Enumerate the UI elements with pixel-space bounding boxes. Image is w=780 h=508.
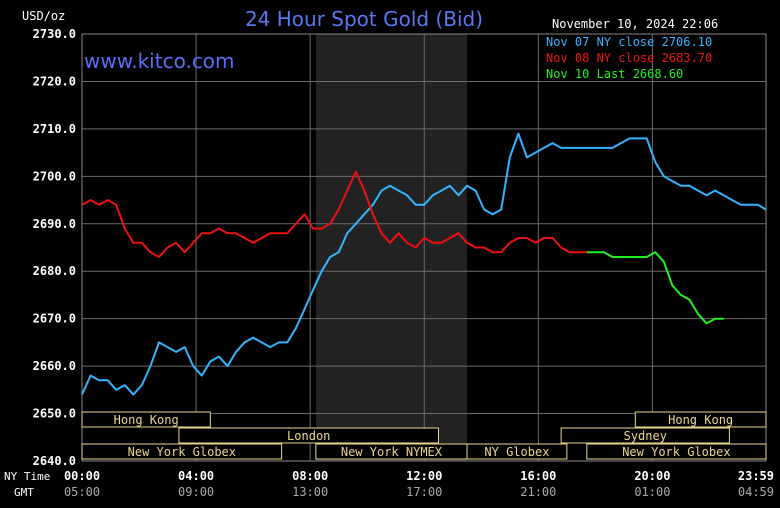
row-label-gmt: GMT (14, 486, 34, 499)
y-tick-label: 2670.0 (33, 312, 76, 326)
series-lines (81, 132, 767, 396)
x-tick-label-ny: 23:59 (738, 469, 774, 483)
session-box (178, 427, 440, 444)
plot-frame (81, 33, 767, 462)
axes: 2730.0 2720.0 2710.0 2700.0 2690.0 2680.0 2670… (33, 27, 774, 499)
session-box (560, 427, 730, 444)
legend-item-nov07: Nov 07 NY close 2706.10 (546, 35, 712, 49)
chart-title: 24 Hour Spot Gold (Bid) (245, 7, 483, 31)
x-tick-label-gmt: 05:00 (64, 485, 100, 499)
legend: Nov 07 NY close 2706.10 Nov 08 NY close … (546, 35, 712, 81)
y-tick-label: 2720.0 (33, 74, 76, 88)
session-label: Sydney (624, 429, 667, 443)
x-tick-label-ny: 04:00 (178, 469, 214, 483)
y-tick-label: 2680.0 (33, 264, 76, 278)
series-line-nov08 (81, 170, 587, 258)
x-tick-label-ny: 08:00 (292, 469, 328, 483)
y-tick-label: 2640.0 (33, 454, 76, 468)
x-tick-label-gmt: 04:59 (738, 485, 774, 499)
session-box (466, 443, 568, 460)
watermark: www.kitco.com (84, 49, 235, 73)
x-tick-label-ny: 16:00 (520, 469, 556, 483)
y-tick-label: 2710.0 (33, 122, 76, 136)
session-label: London (287, 429, 330, 443)
session-box (586, 443, 767, 460)
session-box (81, 411, 211, 428)
y-tick-label: 2650.0 (33, 407, 76, 421)
x-tick-label-gmt: 01:00 (634, 485, 670, 499)
session-label: Hong Kong (668, 413, 733, 427)
session-box (81, 443, 283, 460)
x-tick-label-ny: 20:00 (634, 469, 670, 483)
session-label: Hong Kong (114, 413, 179, 427)
x-tick-label-ny: 12:00 (406, 469, 442, 483)
row-label-ny-time: NY Time (4, 470, 50, 483)
y-tick-label: 2700.0 (33, 169, 76, 183)
series-line-nov10 (586, 251, 724, 325)
session-label: New York NYMEX (341, 445, 443, 459)
timestamp: November 10, 2024 22:06 (552, 17, 718, 31)
session-box (634, 411, 767, 428)
x-tick-label-gmt: 13:00 (292, 485, 328, 499)
y-tick-label: 2690.0 (33, 217, 76, 231)
nymex-shade (315, 34, 468, 461)
series-line-nov07 (81, 132, 767, 396)
unit-label: USD/oz (22, 9, 65, 23)
y-tick-label: 2730.0 (33, 27, 76, 41)
session-label: NY Globex (484, 445, 549, 459)
x-tick-label-gmt: 21:00 (520, 485, 556, 499)
legend-item-nov08: Nov 08 NY close 2683.70 (546, 51, 712, 65)
legend-item-nov10: Nov 10 Last 2668.60 (546, 67, 683, 81)
x-tick-label-gmt: 17:00 (406, 485, 442, 499)
y-tick-label: 2660.0 (33, 359, 76, 373)
trading-sessions: Hong Kong Hong Kong London Sydney New York G… (81, 411, 767, 460)
session-label: New York Globex (622, 445, 730, 459)
session-label: New York Globex (128, 445, 236, 459)
x-tick-label-ny: 00:00 (64, 469, 100, 483)
shaded-region (315, 34, 468, 461)
x-tick-label-gmt: 09:00 (178, 485, 214, 499)
